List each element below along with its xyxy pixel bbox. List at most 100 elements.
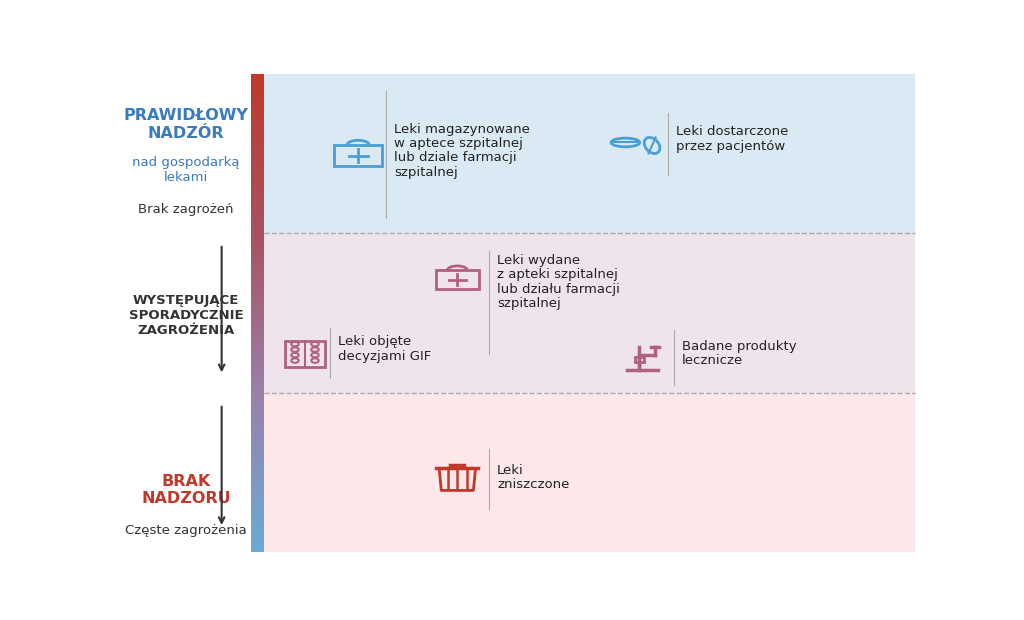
Bar: [251, 280, 264, 281]
Bar: [251, 262, 264, 264]
Bar: [251, 479, 264, 480]
Bar: [251, 467, 264, 469]
Bar: [251, 116, 264, 117]
Bar: [251, 213, 264, 215]
Bar: [251, 164, 264, 165]
Bar: [251, 384, 264, 386]
Bar: [251, 327, 264, 329]
Bar: [251, 291, 264, 293]
Bar: [251, 498, 264, 499]
Bar: [251, 412, 264, 414]
Bar: [251, 507, 264, 509]
Bar: [251, 157, 264, 159]
Bar: [251, 138, 264, 140]
Bar: [251, 374, 264, 375]
Bar: [251, 179, 264, 181]
Bar: [251, 389, 264, 391]
Bar: [251, 356, 264, 358]
Bar: [251, 339, 264, 340]
Bar: [251, 510, 264, 512]
Bar: [251, 232, 264, 234]
Bar: [251, 246, 264, 248]
Bar: [251, 136, 264, 138]
Text: Leki wydane: Leki wydane: [497, 254, 581, 267]
Bar: [251, 451, 264, 453]
Bar: [251, 358, 264, 359]
Bar: [251, 316, 264, 318]
Bar: [251, 286, 264, 288]
Bar: [251, 546, 264, 547]
Bar: [251, 200, 264, 202]
Bar: [251, 417, 264, 418]
Text: Leki: Leki: [497, 464, 523, 477]
Bar: [251, 484, 264, 485]
Bar: [251, 272, 264, 273]
Bar: [251, 260, 264, 262]
Bar: [251, 488, 264, 490]
Bar: [251, 153, 264, 154]
Bar: [251, 108, 264, 109]
Bar: [251, 256, 264, 257]
Bar: [251, 210, 264, 211]
Bar: [251, 102, 264, 103]
Bar: [251, 348, 264, 350]
Bar: [251, 119, 264, 120]
Bar: [251, 547, 264, 549]
Bar: [251, 270, 264, 272]
Bar: [251, 436, 264, 437]
Bar: [251, 159, 264, 161]
Bar: [251, 289, 264, 291]
Bar: [251, 531, 264, 533]
Bar: [251, 423, 264, 425]
Bar: [251, 131, 264, 133]
Bar: [251, 443, 264, 445]
Bar: [635, 356, 644, 362]
Bar: [251, 98, 264, 100]
Bar: [251, 273, 264, 275]
Bar: [251, 367, 264, 369]
Bar: [251, 490, 264, 491]
Bar: [251, 410, 264, 412]
Bar: [251, 375, 264, 377]
Bar: [251, 461, 264, 463]
Bar: [251, 541, 264, 542]
Bar: [251, 337, 264, 339]
Bar: [251, 394, 264, 396]
Bar: [251, 78, 264, 79]
Bar: [251, 128, 264, 130]
Bar: [251, 202, 264, 203]
Bar: [251, 144, 264, 146]
Bar: [251, 523, 264, 525]
Bar: [251, 549, 264, 550]
Bar: [251, 322, 264, 324]
Bar: [251, 345, 264, 347]
Text: w aptece szpitalnej: w aptece szpitalnej: [394, 137, 522, 150]
Bar: [251, 208, 264, 210]
Bar: [251, 361, 264, 363]
Bar: [251, 211, 264, 213]
Bar: [251, 324, 264, 326]
Bar: [251, 472, 264, 474]
Bar: [251, 135, 264, 136]
Bar: [251, 176, 264, 178]
Bar: [251, 249, 264, 251]
Bar: [251, 120, 264, 122]
Bar: [251, 355, 264, 356]
Bar: [251, 219, 264, 221]
Bar: [251, 251, 264, 252]
Bar: [251, 366, 264, 367]
Bar: [251, 402, 264, 404]
Bar: [251, 197, 264, 198]
Text: Leki objęte: Leki objęte: [338, 335, 412, 348]
Bar: [251, 420, 264, 422]
Bar: [251, 422, 264, 423]
Bar: [251, 89, 264, 91]
Bar: [251, 458, 264, 459]
Bar: [251, 459, 264, 461]
Bar: [251, 277, 264, 278]
Bar: [251, 405, 264, 407]
Bar: [251, 103, 264, 105]
Bar: [251, 396, 264, 397]
Bar: [251, 521, 264, 523]
Bar: [251, 148, 264, 149]
